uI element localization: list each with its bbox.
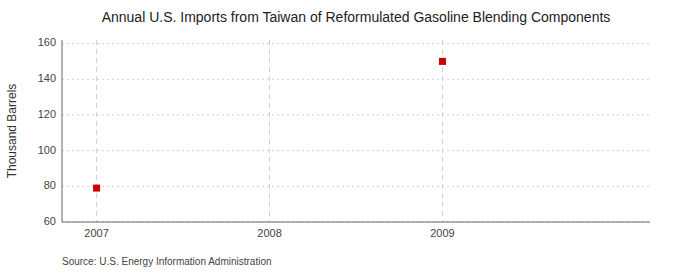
point [439,58,446,65]
grid-line-y [62,43,650,44]
chart-container: 60 80 100 120 140 160 2007 2008 2009 Annual U.S. … [0,0,675,275]
grid-line-y [62,186,650,187]
source-note: Source: U.S. Energy Information Administ… [62,256,272,267]
grid-line-y [62,222,650,223]
y-tick-label: 100 [38,144,56,156]
grid-line-x [96,40,97,222]
x-axis-line [62,222,650,223]
grid [62,40,650,222]
title: Annual U.S. Imports from Taiwan of Refor… [102,9,611,25]
x-tick-label: 2008 [257,227,281,239]
y-tick-label: 80 [44,179,56,191]
x-tick-label: 2007 [84,227,108,239]
point [93,185,100,192]
grid-line-y [62,150,650,151]
grid-line-x [269,40,270,222]
y-tick-label: 60 [44,215,56,227]
tick-labels: 60 80 100 120 140 160 2007 2008 2009 [38,36,455,239]
points [93,58,446,192]
grid-line-y [62,114,650,115]
grid-line-y [62,79,650,80]
chart-svg: 60 80 100 120 140 160 2007 2008 2009 Annual U.S. … [0,0,675,275]
y-tick-label: 140 [38,72,56,84]
x-tick-label: 2009 [430,227,454,239]
y-axis-label: Thousand Barrels [5,84,19,179]
y-tick-label: 160 [38,36,56,48]
y-axis-line [62,40,63,222]
y-tick-label: 120 [38,108,56,120]
grid-line-x [442,40,443,222]
